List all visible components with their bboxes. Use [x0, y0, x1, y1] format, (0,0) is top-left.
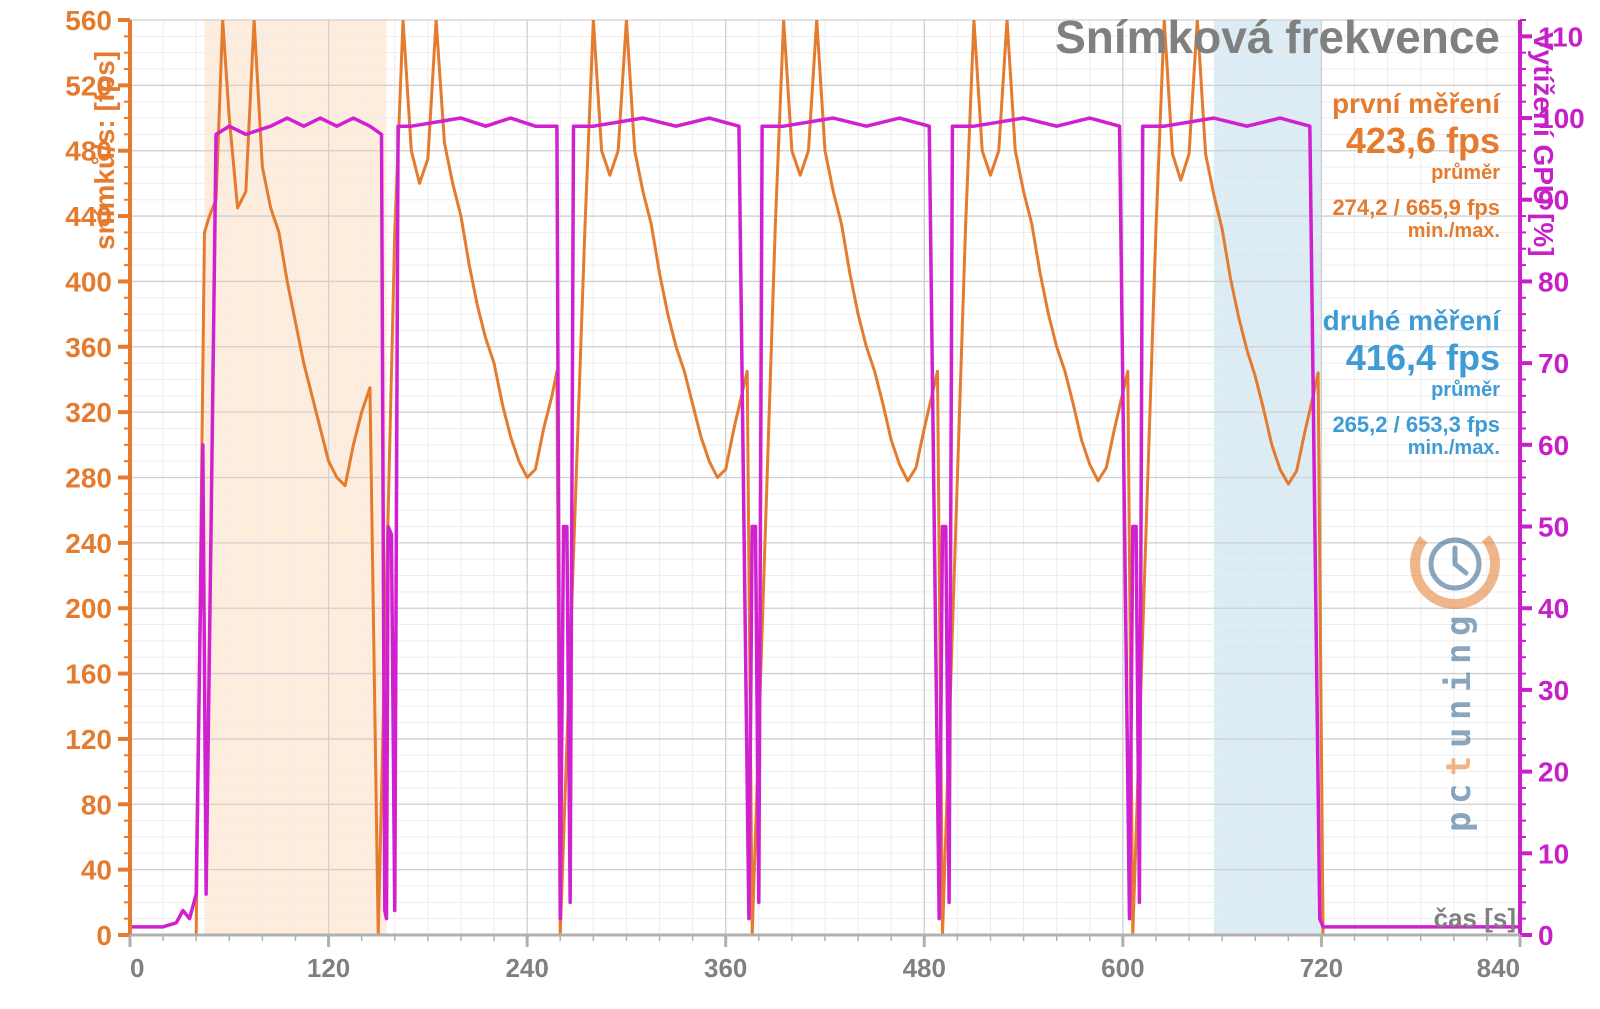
- svg-text:0: 0: [96, 920, 112, 951]
- ann-second-avg: průměr: [1323, 379, 1500, 402]
- ann-second-minmax: 265,2 / 653,3 fps: [1323, 412, 1500, 437]
- svg-text:200: 200: [65, 593, 112, 624]
- svg-text:30: 30: [1538, 675, 1569, 706]
- svg-text:400: 400: [65, 266, 112, 297]
- svg-text:240: 240: [505, 953, 548, 983]
- svg-text:n: n: [1439, 644, 1479, 664]
- ann-first-value: 423,6 fps: [1332, 120, 1500, 161]
- svg-text:720: 720: [1300, 953, 1343, 983]
- ann-second-minmax-sub: min./max.: [1323, 437, 1500, 460]
- ann-first-label: první měření: [1332, 88, 1500, 120]
- ann-first-minmax-sub: min./max.: [1332, 220, 1500, 243]
- svg-text:560: 560: [65, 5, 112, 36]
- svg-text:70: 70: [1538, 348, 1569, 379]
- svg-text:360: 360: [704, 953, 747, 983]
- svg-text:i: i: [1439, 672, 1479, 692]
- svg-text:20: 20: [1538, 757, 1569, 788]
- svg-text:240: 240: [65, 528, 112, 559]
- annotation-first: první měření 423,6 fps průměr 274,2 / 66…: [1332, 88, 1500, 243]
- svg-text:120: 120: [65, 724, 112, 755]
- svg-text:160: 160: [65, 659, 112, 690]
- svg-text:p: p: [1439, 812, 1479, 832]
- svg-text:80: 80: [1538, 266, 1569, 297]
- svg-text:čas [s]: čas [s]: [1434, 903, 1516, 933]
- svg-text:snímků/s: [fps]: snímků/s: [fps]: [89, 51, 120, 250]
- ann-first-avg: průměr: [1332, 162, 1500, 185]
- ann-first-minmax: 274,2 / 665,9 fps: [1332, 195, 1500, 220]
- svg-text:40: 40: [81, 855, 112, 886]
- svg-text:g: g: [1439, 616, 1479, 636]
- svg-text:t: t: [1439, 756, 1479, 776]
- svg-text:600: 600: [1101, 953, 1144, 983]
- svg-text:0: 0: [130, 953, 144, 983]
- svg-text:n: n: [1439, 700, 1479, 720]
- svg-text:360: 360: [65, 332, 112, 363]
- svg-text:280: 280: [65, 463, 112, 494]
- watermark-logo: pctuning: [1410, 514, 1500, 844]
- svg-text:Vytížení GPU [%]: Vytížení GPU [%]: [1528, 32, 1559, 257]
- svg-text:50: 50: [1538, 512, 1569, 543]
- ann-second-value: 416,4 fps: [1323, 337, 1500, 378]
- annotation-second: druhé měření 416,4 fps průměr 265,2 / 65…: [1323, 305, 1500, 460]
- ann-second-label: druhé měření: [1323, 305, 1500, 337]
- svg-text:840: 840: [1477, 953, 1520, 983]
- svg-text:480: 480: [903, 953, 946, 983]
- svg-text:80: 80: [81, 789, 112, 820]
- svg-text:u: u: [1439, 728, 1479, 748]
- svg-text:320: 320: [65, 397, 112, 428]
- svg-text:60: 60: [1538, 430, 1569, 461]
- chart-title: Snímková frekvence: [1055, 10, 1500, 64]
- svg-text:120: 120: [307, 953, 350, 983]
- svg-text:c: c: [1439, 784, 1479, 804]
- svg-text:10: 10: [1538, 838, 1569, 869]
- svg-text:0: 0: [1538, 920, 1554, 951]
- svg-text:40: 40: [1538, 593, 1569, 624]
- chart-root: 0408012016020024028032036040044048052056…: [0, 0, 1600, 1009]
